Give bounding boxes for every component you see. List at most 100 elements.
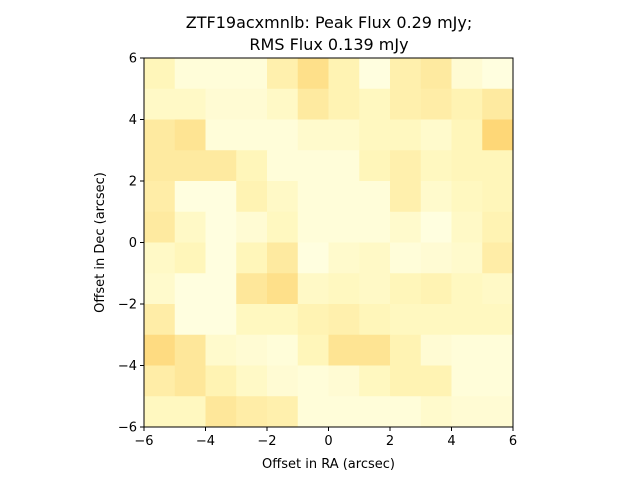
heatmap-cell [205, 396, 237, 428]
heatmap-cell [328, 119, 360, 151]
heatmap-cell [144, 334, 176, 366]
heatmap-cell [267, 304, 299, 336]
heatmap-cell [420, 150, 452, 182]
y-tick-label: 0 [129, 236, 137, 251]
heatmap-cell [420, 304, 452, 336]
heatmap-cell [144, 119, 176, 151]
heatmap-cell [267, 242, 299, 274]
heatmap-cell [359, 334, 391, 366]
heatmap-cell [451, 119, 483, 151]
heatmap-cell [205, 304, 237, 336]
heatmap-cell [267, 211, 299, 243]
heatmap-cell [390, 211, 422, 243]
heatmap-cell [267, 365, 299, 397]
heatmap-cell [297, 304, 329, 336]
heatmap-cell [236, 181, 268, 213]
x-tick-label: 0 [324, 434, 332, 449]
heatmap-cell [205, 273, 237, 305]
heatmap-cell [297, 365, 329, 397]
heatmap-cell [390, 58, 422, 90]
x-axis-ticks: −6 −4 −2 0 2 4 6 [134, 427, 517, 449]
heatmap-cell [451, 211, 483, 243]
heatmap-cell [359, 273, 391, 305]
heatmap-cell [482, 58, 514, 90]
heatmap-cell [267, 58, 299, 90]
heatmap-cell [451, 181, 483, 213]
heatmap-cell [420, 273, 452, 305]
heatmap-cell [359, 119, 391, 151]
heatmap-cells [144, 58, 514, 428]
heatmap-cell [359, 396, 391, 428]
heatmap-cell [236, 88, 268, 120]
heatmap-cell [236, 119, 268, 151]
heatmap-cell [451, 150, 483, 182]
heatmap-cell [205, 88, 237, 120]
heatmap-cell [205, 242, 237, 274]
heatmap-cell [451, 273, 483, 305]
heatmap-cell [174, 304, 206, 336]
heatmap-cell [267, 150, 299, 182]
y-tick-label: 2 [129, 175, 137, 190]
heatmap-cell [328, 150, 360, 182]
heatmap-cell [297, 396, 329, 428]
heatmap-cell [297, 181, 329, 213]
heatmap-cell [297, 334, 329, 366]
heatmap-cell [420, 396, 452, 428]
heatmap-cell [297, 150, 329, 182]
heatmap-cell [420, 58, 452, 90]
heatmap-cell [359, 58, 391, 90]
heatmap-cell [482, 88, 514, 120]
heatmap-cell [297, 58, 329, 90]
x-tick-label: 4 [447, 434, 455, 449]
heatmap-cell [297, 211, 329, 243]
heatmap-cell [328, 181, 360, 213]
heatmap-cell [420, 211, 452, 243]
x-tick-label: 2 [386, 434, 394, 449]
heatmap-cell [420, 119, 452, 151]
heatmap-cell [144, 273, 176, 305]
heatmap-cell [359, 242, 391, 274]
heatmap-cell [236, 396, 268, 428]
heatmap-cell [482, 211, 514, 243]
heatmap-cell [482, 304, 514, 336]
heatmap-cell [482, 365, 514, 397]
x-tick-label: −4 [196, 434, 215, 449]
heatmap-cell [205, 181, 237, 213]
heatmap-cell [144, 181, 176, 213]
heatmap-cell [174, 273, 206, 305]
heatmap-cell [328, 242, 360, 274]
heatmap-cell [482, 242, 514, 274]
heatmap-cell [205, 119, 237, 151]
heatmap-cell [390, 181, 422, 213]
heatmap-cell [451, 242, 483, 274]
heatmap-cell [205, 58, 237, 90]
heatmap-cell [236, 242, 268, 274]
heatmap-cell [267, 88, 299, 120]
heatmap-cell [390, 88, 422, 120]
heatmap-cell [328, 273, 360, 305]
y-tick-label: −4 [118, 359, 137, 374]
y-tick-label: 4 [129, 113, 137, 128]
heatmap-cell [174, 242, 206, 274]
heatmap-cell [297, 119, 329, 151]
x-tick-label: −6 [134, 434, 153, 449]
heatmap-cell [267, 334, 299, 366]
heatmap-cell [174, 365, 206, 397]
heatmap-cell [174, 181, 206, 213]
heatmap-cell [451, 88, 483, 120]
heatmap-cell [390, 119, 422, 151]
heatmap-cell [390, 304, 422, 336]
heatmap-cell [267, 119, 299, 151]
heatmap-cell [267, 181, 299, 213]
heatmap-cell [328, 58, 360, 90]
heatmap-cell [328, 88, 360, 120]
heatmap-cell [451, 396, 483, 428]
heatmap-cell [328, 304, 360, 336]
y-axis-ticks: −6 −4 −2 0 2 4 6 [118, 52, 144, 436]
heatmap-cell [359, 304, 391, 336]
heatmap-cell [451, 334, 483, 366]
y-axis-label: Offset in Dec (arcsec) [93, 172, 108, 313]
heatmap-cell [236, 365, 268, 397]
chart-title-line-1: ZTF19acxmnlb: Peak Flux 0.29 mJy; [186, 13, 472, 32]
heatmap-cell [174, 119, 206, 151]
